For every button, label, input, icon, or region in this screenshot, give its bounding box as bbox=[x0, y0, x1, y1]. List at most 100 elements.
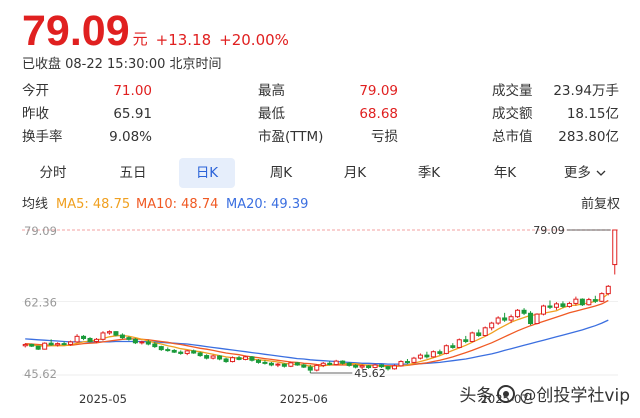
candle-body bbox=[327, 362, 333, 366]
tab-more-label: 更多 bbox=[563, 165, 591, 181]
candle-body bbox=[236, 357, 242, 360]
stat-label: 总市值 bbox=[492, 129, 533, 145]
stat-value: 68.68 bbox=[359, 106, 398, 122]
period-tabs: 分时 五日 日K 周K 月K 季K 年K 更多 bbox=[22, 158, 622, 190]
candle-body bbox=[482, 327, 488, 336]
candle-body bbox=[242, 356, 249, 360]
candle-body bbox=[579, 298, 585, 306]
candle-body bbox=[502, 317, 508, 321]
candle-body bbox=[217, 355, 223, 360]
stat-value: 79.09 bbox=[359, 83, 398, 99]
candle-body bbox=[424, 354, 430, 358]
tab-daily-k[interactable]: 日K bbox=[179, 158, 235, 188]
candle-body bbox=[398, 361, 404, 367]
candle-body bbox=[100, 332, 106, 340]
kline-chart[interactable]: 79.09 62.36 45.62 2025-05 2025-06 2025-07 79.0… bbox=[0, 220, 640, 418]
candle-body bbox=[210, 355, 216, 359]
low-marker-label: 45.62 bbox=[354, 367, 386, 380]
candle-body bbox=[340, 360, 346, 364]
adjust-mode-toggle[interactable]: 前复权 bbox=[580, 197, 620, 212]
candle-body bbox=[255, 359, 261, 363]
candle-body bbox=[197, 352, 203, 357]
stat-value: 283.80亿 bbox=[558, 129, 619, 145]
candle-body bbox=[301, 364, 307, 368]
x-axis-label: 2025-05 bbox=[79, 392, 127, 406]
candle-body bbox=[346, 362, 352, 366]
ma20-value: MA20: 49.39 bbox=[226, 197, 309, 212]
candle-body bbox=[612, 229, 618, 266]
watermark-prefix: 头条 bbox=[459, 386, 494, 406]
tab-more[interactable]: 更多 bbox=[550, 158, 620, 188]
candle-body bbox=[553, 303, 559, 308]
market-close-info: 已收盘 08-22 15:30:00 北京时间 bbox=[22, 57, 222, 72]
candle-body bbox=[508, 316, 514, 321]
high-marker-label: 79.09 bbox=[533, 224, 565, 237]
stat-label: 换手率 bbox=[22, 129, 63, 145]
stat-label: 成交额 bbox=[492, 106, 533, 122]
stat-volume: 成交量 23.94万手 bbox=[492, 80, 619, 102]
candle-body bbox=[48, 342, 54, 346]
candle-body bbox=[391, 365, 398, 370]
current-price: 79.09 bbox=[22, 7, 130, 55]
tab-intraday[interactable]: 分时 bbox=[39, 165, 67, 181]
candle-body bbox=[534, 313, 540, 325]
y-axis-label: 62.36 bbox=[24, 296, 57, 310]
tab-five-day[interactable]: 五日 bbox=[119, 165, 147, 181]
candle-body bbox=[93, 338, 100, 342]
candle-body bbox=[152, 343, 158, 348]
candle-body bbox=[359, 365, 365, 368]
candle-body bbox=[22, 343, 28, 347]
candle-body bbox=[463, 339, 469, 342]
stat-pe-ttm: 市盈(TTM) 亏损 bbox=[258, 126, 398, 148]
ma20-line bbox=[25, 319, 609, 365]
candle-body bbox=[119, 334, 125, 339]
candle-body bbox=[158, 346, 164, 351]
candle-body bbox=[379, 364, 385, 368]
candle-body bbox=[281, 363, 287, 367]
tab-quarterly-k[interactable]: 季K bbox=[417, 165, 441, 181]
stat-value: 65.91 bbox=[113, 106, 152, 122]
toutiao-logo-icon bbox=[497, 384, 516, 403]
stat-label: 昨收 bbox=[22, 106, 49, 122]
candle-body bbox=[320, 362, 326, 366]
candle-body bbox=[566, 302, 572, 307]
stat-turnover-rate: 换手率 9.08% bbox=[22, 126, 152, 148]
candle-body bbox=[42, 342, 48, 350]
price-change-percent: +20.00% bbox=[219, 31, 289, 49]
candle-body bbox=[113, 331, 119, 336]
candle-body bbox=[126, 337, 132, 340]
stat-high: 最高 79.09 bbox=[258, 80, 398, 102]
candle-body bbox=[417, 354, 423, 359]
stat-prev-close: 昨收 65.91 bbox=[22, 103, 152, 125]
tab-weekly-k[interactable]: 周K bbox=[269, 165, 293, 181]
tab-yearly-k[interactable]: 年K bbox=[493, 165, 517, 181]
candle-body bbox=[353, 364, 359, 368]
candle-body bbox=[314, 364, 320, 371]
chevron-down-icon bbox=[596, 170, 606, 176]
candle-body bbox=[450, 345, 456, 348]
candle-body bbox=[366, 365, 372, 369]
stat-turnover: 成交额 18.15亿 bbox=[492, 103, 619, 125]
candle-body bbox=[333, 360, 339, 366]
candle-body bbox=[145, 341, 151, 345]
candle-body bbox=[87, 337, 93, 342]
ma-legend: 均线 MA5: 48.75 MA10: 48.74 MA20: 49.39 前复… bbox=[22, 194, 622, 216]
candle-body bbox=[165, 349, 171, 352]
candle-body bbox=[385, 366, 391, 370]
candle-body bbox=[171, 349, 177, 353]
candle-body bbox=[106, 331, 112, 334]
candle-body bbox=[560, 303, 566, 307]
stat-value: 9.08% bbox=[109, 129, 152, 145]
candle-body bbox=[430, 351, 436, 358]
candle-body bbox=[230, 357, 236, 363]
candle-body bbox=[61, 343, 67, 346]
tab-monthly-k[interactable]: 月K bbox=[343, 165, 367, 181]
y-axis-label: 45.62 bbox=[24, 367, 57, 381]
ma10-value: MA10: 48.74 bbox=[136, 197, 219, 212]
candle-body bbox=[223, 358, 229, 363]
candle-body bbox=[404, 361, 410, 364]
candle-body bbox=[249, 356, 255, 361]
stat-label: 最低 bbox=[258, 106, 285, 122]
stat-label: 市盈(TTM) bbox=[258, 129, 324, 145]
